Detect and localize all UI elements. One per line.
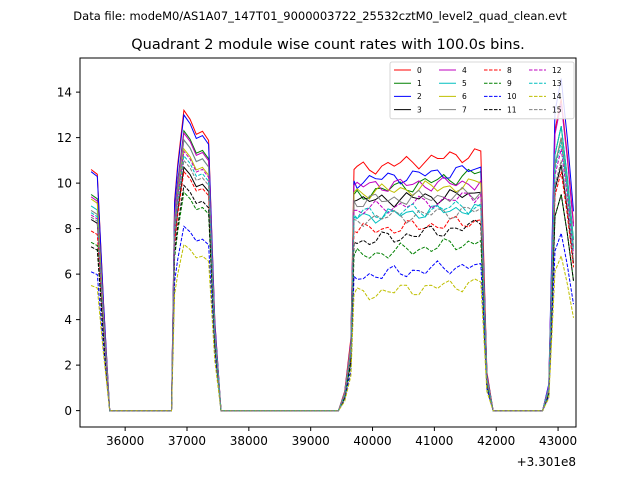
legend-label-5: 5 — [462, 79, 467, 88]
legend-box — [389, 61, 575, 120]
legend-label-7: 7 — [462, 105, 467, 114]
legend-label-15: 15 — [552, 105, 562, 114]
series-line-15 — [90, 159, 574, 412]
legend-label-6: 6 — [462, 92, 467, 101]
legend-label-10: 10 — [507, 92, 517, 101]
axis-ticks: 36000 37000 38000 39000 40000 41000 42000 43000… — [57, 86, 577, 448]
x-tick-label: 40000 — [353, 434, 391, 448]
series-lines — [90, 78, 574, 412]
axes-frame — [79, 57, 577, 428]
x-tick-label: 43000 — [539, 434, 577, 448]
y-tick-label: 10 — [57, 177, 72, 191]
y-tick-label: 6 — [64, 268, 72, 282]
legend-label-2: 2 — [417, 92, 422, 101]
y-tick-label: 14 — [57, 86, 72, 100]
legend-label-13: 13 — [552, 79, 562, 88]
legend-label-12: 12 — [552, 66, 562, 75]
legend-label-1: 1 — [417, 79, 422, 88]
legend-label-4: 4 — [462, 66, 467, 75]
legend-label-11: 11 — [507, 105, 517, 114]
y-tick-label: 8 — [64, 222, 72, 236]
x-tick-label: 42000 — [477, 434, 515, 448]
x-axis-offset-label: +3.301e8 — [517, 455, 576, 469]
chart-suptitle: Data file: modeM0/AS1A07_147T01_90000037… — [73, 9, 567, 23]
y-tick-label: 4 — [64, 313, 72, 327]
x-tick-label: 37000 — [168, 434, 206, 448]
y-tick-label: 2 — [64, 359, 72, 373]
plot-area — [79, 57, 577, 428]
x-tick-label: 41000 — [415, 434, 453, 448]
x-tick-label: 36000 — [106, 434, 144, 448]
legend-label-3: 3 — [417, 105, 422, 114]
chart-title: Quadrant 2 module wise count rates with … — [131, 37, 525, 53]
x-tick-label: 39000 — [292, 434, 330, 448]
y-tick-label: 0 — [64, 404, 72, 418]
legend-label-9: 9 — [507, 79, 512, 88]
x-tick-label: 38000 — [230, 434, 268, 448]
legend-label-8: 8 — [507, 66, 512, 75]
legend-label-0: 0 — [417, 66, 422, 75]
y-tick-label: 12 — [57, 131, 72, 145]
legend-label-14: 14 — [552, 92, 562, 101]
